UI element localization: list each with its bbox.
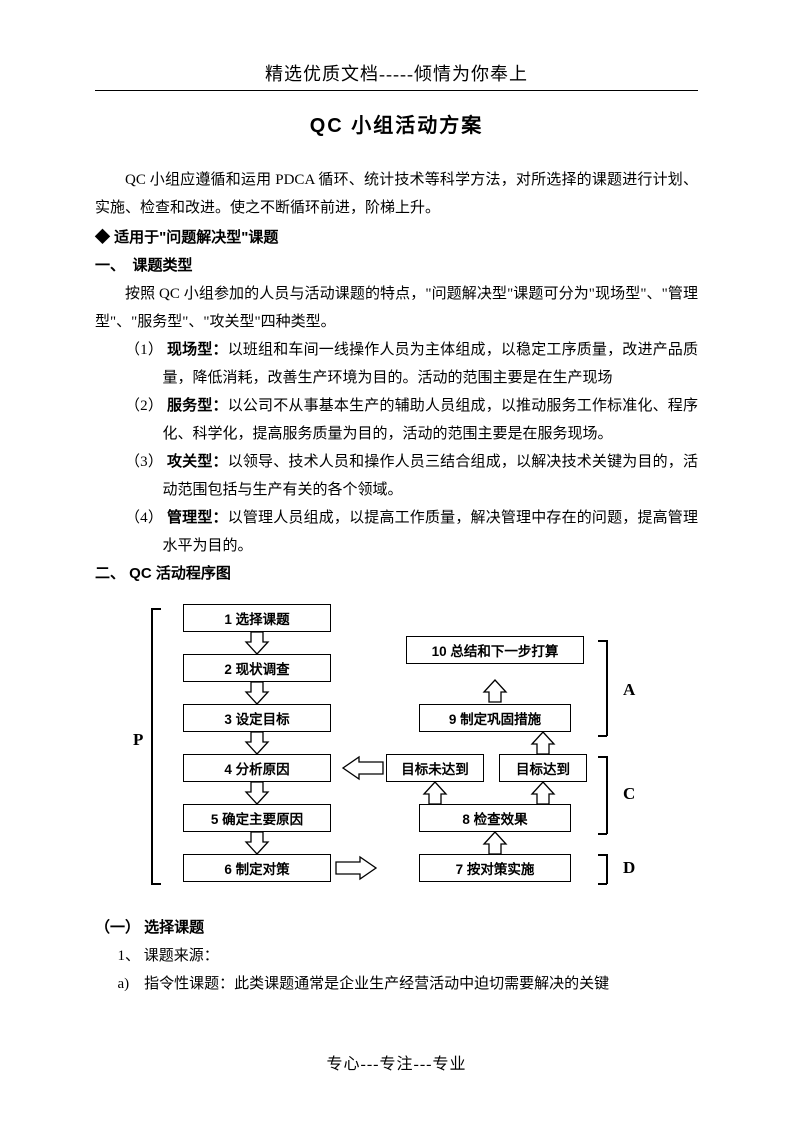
diamond-heading: ◆ 适用于"问题解决型"课题 <box>95 224 698 252</box>
flow-box-1: 1 选择课题 <box>183 604 331 632</box>
header-rule <box>95 90 698 91</box>
page-footer: 专心---专注---专业 <box>0 1050 793 1074</box>
list-item: （3） 攻关型：以领导、技术人员和操作人员三结合组成，以解决技术关键为目的，活动… <box>95 448 698 504</box>
flow-box-4: 4 分析原因 <box>183 754 331 782</box>
item-num: （2） <box>125 398 163 414</box>
phase-d: D <box>623 858 635 878</box>
flow-box-3: 3 设定目标 <box>183 704 331 732</box>
intro-paragraph: QC 小组应遵循和运用 PDCA 循环、统计技术等科学方法，对所选择的课题进行计… <box>95 166 698 222</box>
flow-box-8: 8 检查效果 <box>419 804 571 832</box>
item-text: 以公司不从事基本生产的辅助人员组成，以推动服务工作标准化、程序化、科学化，提高服… <box>163 398 698 442</box>
flow-box-6: 6 制定对策 <box>183 854 331 882</box>
item-label: 服务型： <box>167 397 228 414</box>
list-item: （1） 现场型：以班组和车间一线操作人员为主体组成，以稳定工序质量，改进产品质量… <box>95 336 698 392</box>
flowchart: P 1 选择课题 2 现状调查 3 设定目标 4 分析原因 5 确定主要原因 6… <box>151 602 649 892</box>
flow-box-7: 7 按对策实施 <box>419 854 571 882</box>
doc-title: QC 小组活动方案 <box>95 109 698 138</box>
list-item: （2） 服务型：以公司不从事基本生产的辅助人员组成，以推动服务工作标准化、程序化… <box>95 392 698 448</box>
flow-box-notreached: 目标未达到 <box>386 754 484 782</box>
item-text: 以管理人员组成，以提高工作质量，解决管理中存在的问题，提高管理水平为目的。 <box>163 510 698 554</box>
item-num: （1） <box>125 342 163 358</box>
phase-c: C <box>623 784 635 804</box>
phase-p: P <box>133 730 143 750</box>
item-num: （4） <box>125 510 163 526</box>
flow-box-reached: 目标达到 <box>499 754 587 782</box>
phase-a: A <box>623 680 635 700</box>
section-3-line2: a) 指令性课题：此类课题通常是企业生产经营活动中迫切需要解决的关键 <box>95 970 698 998</box>
list-item: （4） 管理型：以管理人员组成，以提高工作质量，解决管理中存在的问题，提高管理水… <box>95 504 698 560</box>
item-label: 攻关型： <box>167 453 228 470</box>
item-text: 以领导、技术人员和操作人员三结合组成，以解决技术关键为目的，活动范围包括与生产有… <box>163 454 698 498</box>
item-label: 管理型： <box>167 509 228 526</box>
item-label: 现场型： <box>167 341 228 358</box>
section-1-para: 按照 QC 小组参加的人员与活动课题的特点，"问题解决型"课题可分为"现场型"、… <box>95 280 698 336</box>
section-3-heading: （一） 选择课题 <box>95 914 698 942</box>
flow-box-5: 5 确定主要原因 <box>183 804 331 832</box>
flow-box-2: 2 现状调查 <box>183 654 331 682</box>
section-1-heading: 一、 课题类型 <box>95 252 698 280</box>
flow-box-9: 9 制定巩固措施 <box>419 704 571 732</box>
section-2-heading: 二、 QC 活动程序图 <box>95 560 698 588</box>
flow-box-10: 10 总结和下一步打算 <box>406 636 584 664</box>
item-text: 以班组和车间一线操作人员为主体组成，以稳定工序质量，改进产品质量，降低消耗，改善… <box>163 342 698 386</box>
item-num: （3） <box>125 454 163 470</box>
section-3-line1: 1、 课题来源： <box>95 942 698 970</box>
page-header: 精选优质文档-----倾情为你奉上 <box>95 60 698 86</box>
